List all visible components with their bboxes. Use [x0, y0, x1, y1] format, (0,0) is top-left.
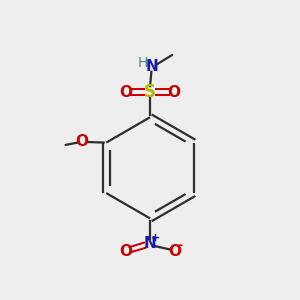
Text: O: O [119, 244, 132, 259]
Text: O: O [167, 85, 180, 100]
Text: O: O [120, 85, 133, 100]
Text: S: S [144, 83, 156, 101]
Text: N: N [146, 59, 159, 74]
Text: H: H [138, 56, 148, 70]
Text: N: N [144, 236, 156, 251]
Text: -: - [178, 239, 183, 252]
Text: O: O [168, 244, 181, 259]
Text: O: O [75, 134, 88, 149]
Text: +: + [151, 233, 160, 243]
